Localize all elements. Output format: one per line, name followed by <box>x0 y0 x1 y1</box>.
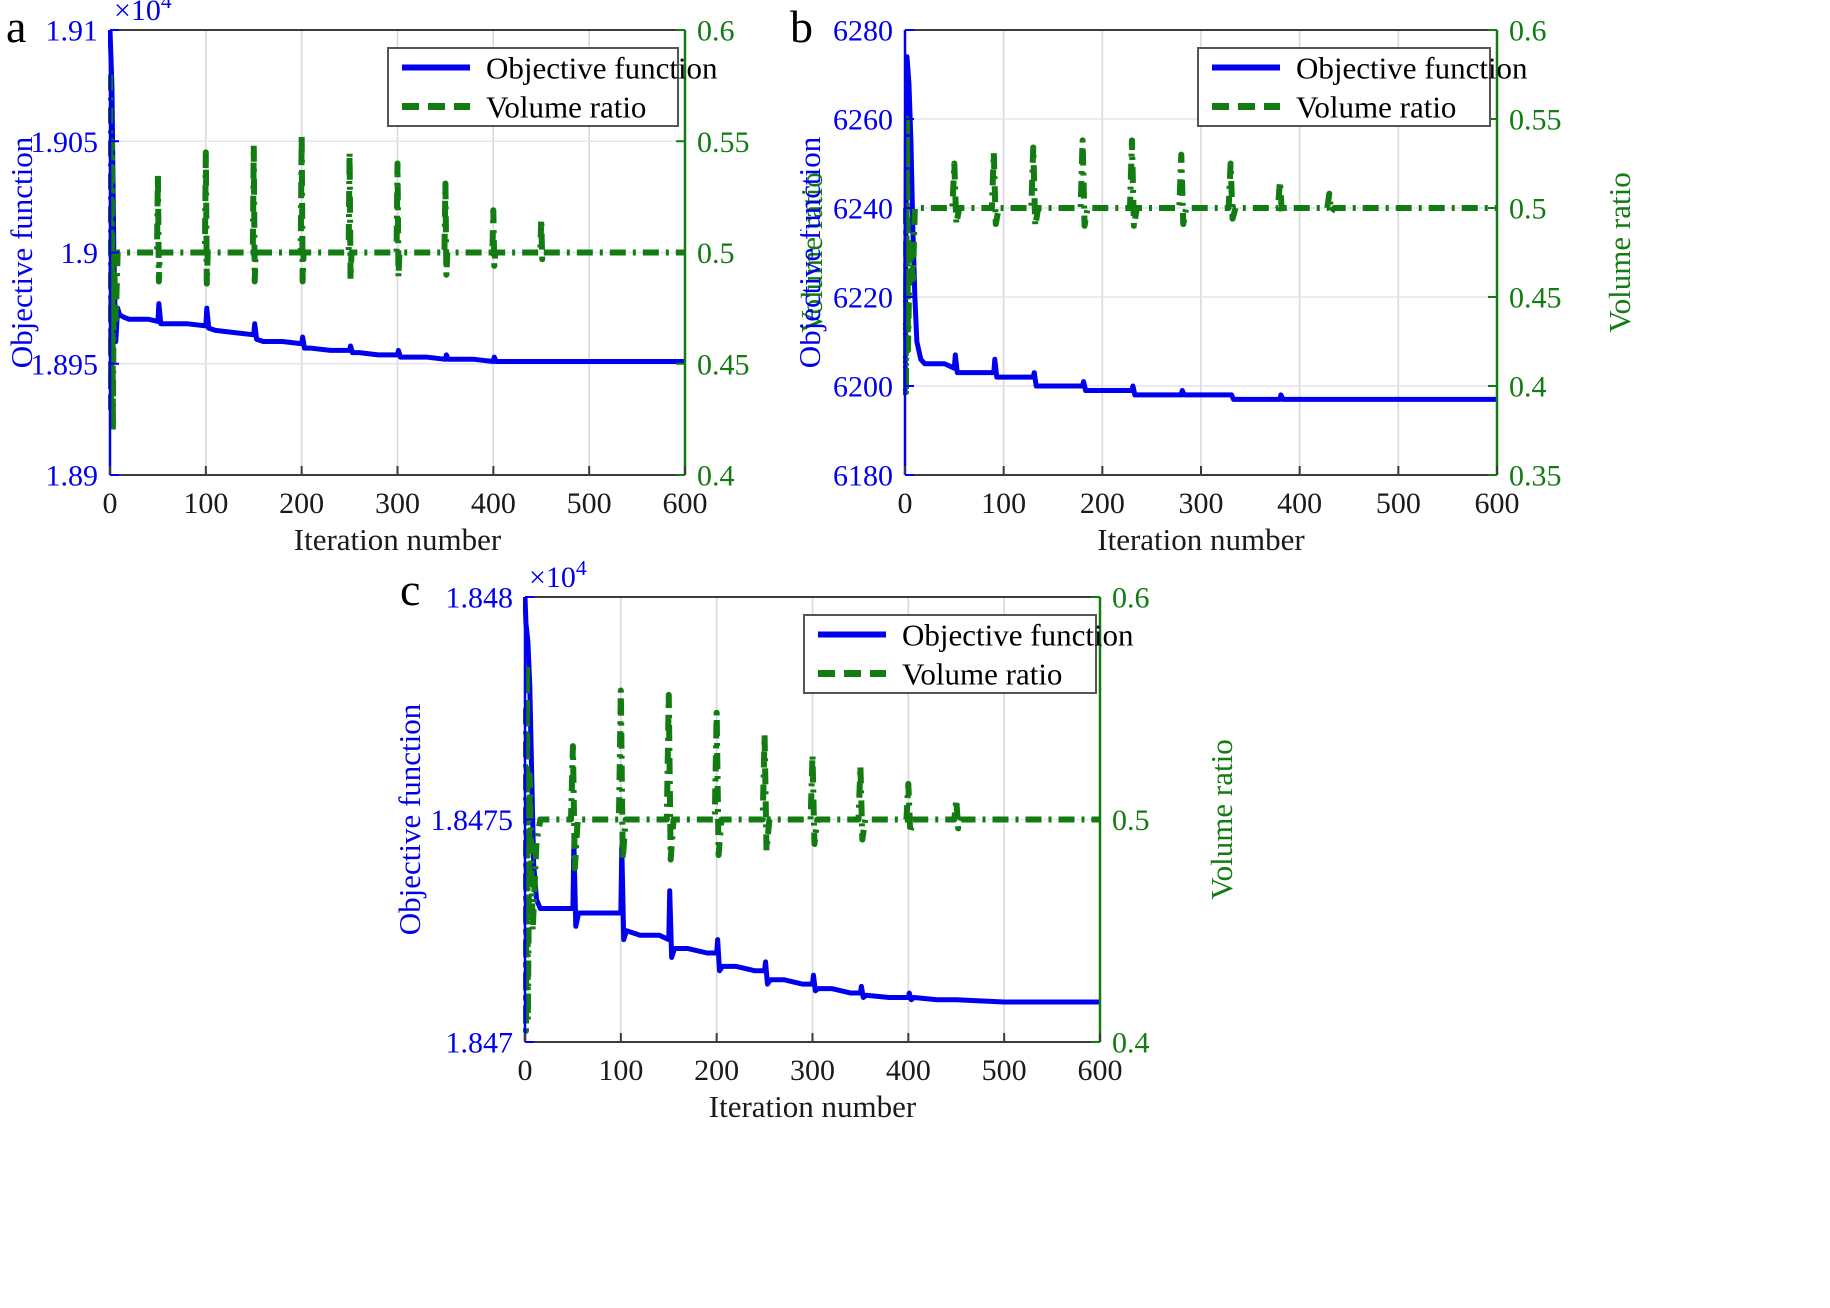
series-line <box>523 596 1100 1005</box>
left-y-axis-title: Objective function <box>4 136 39 368</box>
tick-labels: 0 100 200 300 400 500 600 1.847 1.8475 1.848 0.4 0.… <box>431 582 1150 1088</box>
panel-b-letter: b <box>790 1 813 52</box>
right-y-tick-label: 0.6 <box>1509 15 1547 48</box>
legend-box <box>803 614 1097 694</box>
x-tick-label: 400 <box>471 487 516 520</box>
right-y-tick-label: 0.35 <box>1509 460 1562 493</box>
right-y-axis-title: Volume ratio <box>794 172 829 332</box>
panel-c-plot: 0 100 200 300 400 500 600 1.847 1.8475 1.848 0.4 0.… <box>392 556 1239 1124</box>
left-y-tick-label: 6280 <box>833 15 893 48</box>
panel-a-letter: a <box>6 1 27 52</box>
x-tick-label: 600 <box>1475 487 1520 520</box>
panel-a: a 0 100 200 300 400 500 600 1.89 1.895 1.9 1.905 1.… <box>0 0 860 560</box>
left-y-tick-label: 1.848 <box>446 582 514 615</box>
x-tick-label: 300 <box>375 487 420 520</box>
x-tick-label: 500 <box>982 1054 1027 1087</box>
x-tick-label: 400 <box>886 1054 931 1087</box>
left-y-tick-label: 6240 <box>833 193 893 226</box>
right-y-tick-label: 0.5 <box>697 237 735 270</box>
tick-labels: 0 100 200 300 400 500 600 6180 6200 6220 6240 6260 6… <box>833 15 1562 521</box>
legend-box <box>1197 47 1491 127</box>
left-y-tick-label: 1.9 <box>61 237 99 270</box>
data-series <box>108 29 685 434</box>
x-axis-title: Iteration number <box>1097 522 1305 557</box>
left-y-tick-label: 1.847 <box>446 1027 514 1060</box>
x-axis-title: Iteration number <box>294 522 502 557</box>
legend: Objective function Volume ratio <box>1197 47 1528 127</box>
right-y-tick-label: 0.5 <box>1112 804 1150 837</box>
right-y-tick-label: 0.4 <box>697 460 735 493</box>
axis-titles: Iteration number Objective function Volume… <box>392 703 1239 1124</box>
panel-a-plot: 0 100 200 300 400 500 600 1.89 1.895 1.9 1.905 1.91… <box>4 0 829 557</box>
legend-label: Objective function <box>1296 51 1528 86</box>
svg-text:×104: ×104 <box>529 556 587 594</box>
right-y-tick-label: 0.55 <box>697 126 750 159</box>
left-y-tick-label: 1.895 <box>31 348 99 381</box>
x-tick-label: 500 <box>567 487 612 520</box>
x-tick-label: 600 <box>663 487 708 520</box>
left-y-tick-label: 6220 <box>833 282 893 315</box>
right-y-tick-label: 0.6 <box>1112 582 1150 615</box>
data-series <box>523 596 1100 1034</box>
x-tick-label: 300 <box>790 1054 835 1087</box>
tick-labels: 0 100 200 300 400 500 600 1.89 1.895 1.9 1.905 1.91… <box>31 15 750 521</box>
left-y-tick-label: 6260 <box>833 104 893 137</box>
legend-label: Volume ratio <box>486 90 646 125</box>
panel-b-plot: 0 100 200 300 400 500 600 6180 6200 6220 6240 6260 6… <box>800 15 1637 558</box>
x-tick-label: 0 <box>103 487 118 520</box>
right-y-tick-label: 0.5 <box>1509 193 1547 226</box>
axis-titles: Iteration number Objective function Volume… <box>800 136 1637 557</box>
legend-label: Objective function <box>902 618 1134 653</box>
legend-label: Volume ratio <box>902 657 1062 692</box>
legend-label: Objective function <box>486 51 718 86</box>
right-y-tick-label: 0.4 <box>1509 371 1547 404</box>
right-y-tick-label: 0.55 <box>1509 104 1562 137</box>
right-y-tick-label: 0.45 <box>697 348 750 381</box>
left-y-tick-label: 1.91 <box>46 15 99 48</box>
x-axis-title: Iteration number <box>709 1089 917 1124</box>
right-y-tick-label: 0.4 <box>1112 1027 1150 1060</box>
panel-c-letter: c <box>400 564 421 615</box>
x-tick-label: 100 <box>981 487 1026 520</box>
x-tick-label: 200 <box>279 487 324 520</box>
series-line <box>903 54 1497 402</box>
right-y-axis-title: Volume ratio <box>1204 739 1239 899</box>
left-y-axis-title: Objective function <box>800 136 827 368</box>
x-tick-label: 200 <box>1080 487 1125 520</box>
series-line <box>108 29 685 365</box>
series-line <box>108 74 685 434</box>
series-line <box>523 660 1100 1034</box>
x-tick-label: 200 <box>694 1054 739 1087</box>
left-y-tick-label: 1.8475 <box>431 804 514 837</box>
data-series <box>903 54 1497 402</box>
left-axis-exponent: ×104 <box>114 0 172 27</box>
left-axis-exponent: ×104 <box>529 556 587 594</box>
right-y-axis-title: Volume ratio <box>1602 172 1637 332</box>
left-y-tick-label: 1.89 <box>46 460 99 493</box>
x-tick-label: 100 <box>598 1054 643 1087</box>
legend-label: Volume ratio <box>1296 90 1456 125</box>
svg-text:×104: ×104 <box>114 0 172 27</box>
x-tick-label: 500 <box>1376 487 1421 520</box>
panel-c: c 0 100 200 300 400 500 600 1.847 1.8475 1.848 0.4… <box>380 555 1380 1308</box>
right-y-tick-label: 0.6 <box>697 15 735 48</box>
x-tick-label: 600 <box>1078 1054 1123 1087</box>
left-y-tick-label: 1.905 <box>31 126 99 159</box>
x-tick-label: 0 <box>518 1054 533 1087</box>
x-tick-label: 300 <box>1179 487 1224 520</box>
left-y-tick-label: 6180 <box>833 460 893 493</box>
legend: Objective function Volume ratio <box>803 614 1134 694</box>
x-tick-label: 0 <box>898 487 913 520</box>
x-tick-label: 100 <box>183 487 228 520</box>
x-tick-label: 400 <box>1277 487 1322 520</box>
legend: Objective function Volume ratio <box>387 47 718 127</box>
panel-b: b 0 100 200 300 400 500 600 6180 6200 6220 6240 626… <box>790 0 1830 560</box>
series-line <box>903 116 1497 398</box>
left-y-axis-title: Objective function <box>392 703 427 935</box>
left-y-tick-label: 6200 <box>833 371 893 404</box>
right-y-tick-label: 0.45 <box>1509 282 1562 315</box>
legend-box <box>387 47 679 127</box>
